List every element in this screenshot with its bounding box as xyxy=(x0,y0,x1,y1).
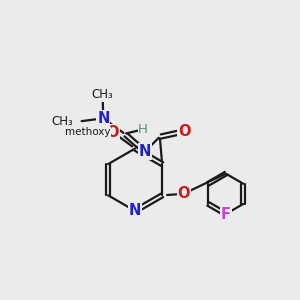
Text: H: H xyxy=(138,123,148,136)
Text: O: O xyxy=(178,124,190,139)
Text: O: O xyxy=(106,125,119,140)
Text: O: O xyxy=(177,186,190,201)
Text: CH₃: CH₃ xyxy=(51,115,73,128)
Text: N: N xyxy=(129,203,141,218)
Text: N: N xyxy=(97,111,110,126)
Text: CH₃: CH₃ xyxy=(92,88,114,101)
Text: F: F xyxy=(221,207,231,222)
Text: N: N xyxy=(139,144,151,159)
Text: methoxy: methoxy xyxy=(65,127,111,137)
